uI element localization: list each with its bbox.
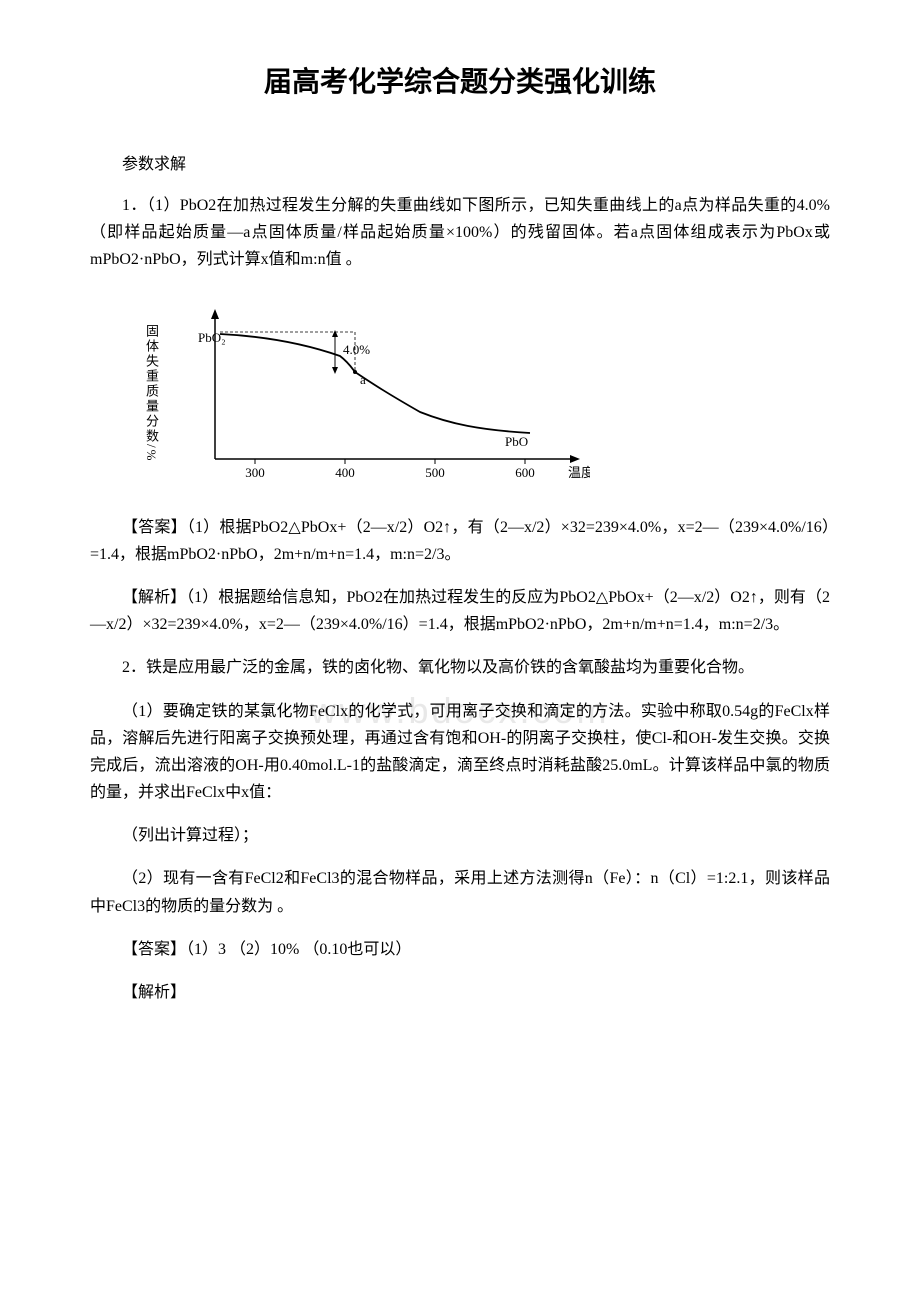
x-tick-label: 400 — [335, 465, 355, 480]
arrow-up-icon — [332, 330, 338, 337]
y-axis-label: 固体失重质量分数/% — [142, 324, 161, 462]
analysis-2: 【解析】 — [90, 979, 830, 1006]
page-title: 届高考化学综合题分类强化训练 — [90, 60, 830, 100]
x-tick-label: 600 — [515, 465, 535, 480]
question-1: 1．（1）PbO2在加热过程发生分解的失重曲线如下图所示，已知失重曲线上的a点为… — [90, 192, 830, 274]
x-tick-label: 300 — [245, 465, 265, 480]
question-2-sub2: （2）现有一含有FeCl2和FeCl3的混合物样品，采用上述方法测得n（Fe）：… — [90, 865, 830, 919]
question-2-sub1: （1）要确定铁的某氯化物FeClx的化学式，可用离子交换和滴定的方法。实验中称取… — [90, 698, 830, 807]
point-a — [353, 370, 357, 374]
point-a-label: a — [360, 372, 366, 387]
pbo-label: PbO — [505, 434, 528, 449]
x-tick-label: 500 — [425, 465, 445, 480]
question-2-sub1-note: （列出计算过程）； — [90, 822, 830, 849]
section-label: 参数求解 — [90, 150, 830, 174]
analysis-1: 【解析】（1）根据题给信息知，PbO2在加热过程发生的反应为PbO2△PbOx+… — [90, 584, 830, 638]
answer-2: 【答案】（1）3 （2）10% （0.10也可以） — [90, 936, 830, 963]
chart-svg: 300 400 500 600 温度/℃ PbO₂ PbO 4.0% a — [160, 294, 590, 494]
weight-loss-chart: 300 400 500 600 温度/℃ PbO₂ PbO 4.0% a 固体失… — [160, 294, 590, 494]
arrow-down-icon — [332, 367, 338, 374]
x-axis-label: 温度/℃ — [568, 465, 590, 480]
curve-line — [220, 334, 530, 433]
x-axis-arrow — [570, 455, 580, 463]
question-2: 2．铁是应用最广泛的金属，铁的卤化物、氧化物以及高价铁的含氧酸盐均为重要化合物。 — [90, 654, 830, 681]
y-axis-arrow — [211, 309, 219, 319]
arrow-label: 4.0% — [343, 342, 370, 357]
answer-1: 【答案】（1）根据PbO2△PbOx+（2—x/2）O2↑，有（2—x/2）×3… — [90, 514, 830, 568]
